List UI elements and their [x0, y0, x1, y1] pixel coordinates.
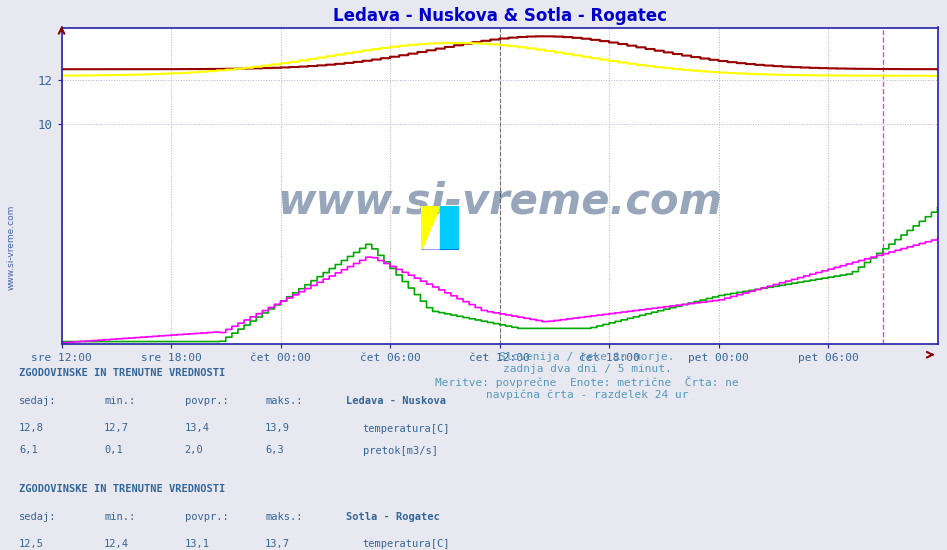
Polygon shape: [440, 206, 459, 250]
Text: temperatura[C]: temperatura[C]: [363, 539, 450, 549]
Text: maks.:: maks.:: [265, 512, 303, 521]
Polygon shape: [421, 206, 440, 250]
Text: Ledava - Nuskova: Ledava - Nuskova: [346, 396, 446, 406]
Text: povpr.:: povpr.:: [185, 512, 228, 521]
Text: 12,8: 12,8: [19, 424, 44, 433]
Text: 12,5: 12,5: [19, 539, 44, 549]
Text: Slovenija / reke in morje.
zadnja dva dni / 5 minut.
Meritve: povprečne  Enote: : Slovenija / reke in morje. zadnja dva dn…: [436, 352, 739, 400]
Text: ZGODOVINSKE IN TRENUTNE VREDNOSTI: ZGODOVINSKE IN TRENUTNE VREDNOSTI: [19, 484, 225, 494]
Text: sedaj:: sedaj:: [19, 396, 57, 406]
Title: Ledava - Nuskova & Sotla - Rogatec: Ledava - Nuskova & Sotla - Rogatec: [332, 7, 667, 25]
Text: 13,4: 13,4: [185, 424, 209, 433]
Text: pretok[m3/s]: pretok[m3/s]: [363, 446, 438, 455]
Text: www.si-vreme.com: www.si-vreme.com: [7, 205, 16, 290]
Text: www.si-vreme.com: www.si-vreme.com: [277, 180, 722, 222]
Text: 13,1: 13,1: [185, 539, 209, 549]
Text: povpr.:: povpr.:: [185, 396, 228, 406]
Text: temperatura[C]: temperatura[C]: [363, 424, 450, 433]
Text: 2,0: 2,0: [185, 446, 204, 455]
Text: sedaj:: sedaj:: [19, 512, 57, 521]
Text: 0,1: 0,1: [104, 446, 123, 455]
Text: 6,3: 6,3: [265, 446, 284, 455]
Text: 12,7: 12,7: [104, 424, 129, 433]
Text: 13,7: 13,7: [265, 539, 290, 549]
Text: 13,9: 13,9: [265, 424, 290, 433]
Text: min.:: min.:: [104, 396, 135, 406]
Text: ZGODOVINSKE IN TRENUTNE VREDNOSTI: ZGODOVINSKE IN TRENUTNE VREDNOSTI: [19, 368, 225, 378]
Text: Sotla - Rogatec: Sotla - Rogatec: [346, 512, 439, 521]
Text: 12,4: 12,4: [104, 539, 129, 549]
Text: min.:: min.:: [104, 512, 135, 521]
Text: maks.:: maks.:: [265, 396, 303, 406]
Text: 6,1: 6,1: [19, 446, 38, 455]
